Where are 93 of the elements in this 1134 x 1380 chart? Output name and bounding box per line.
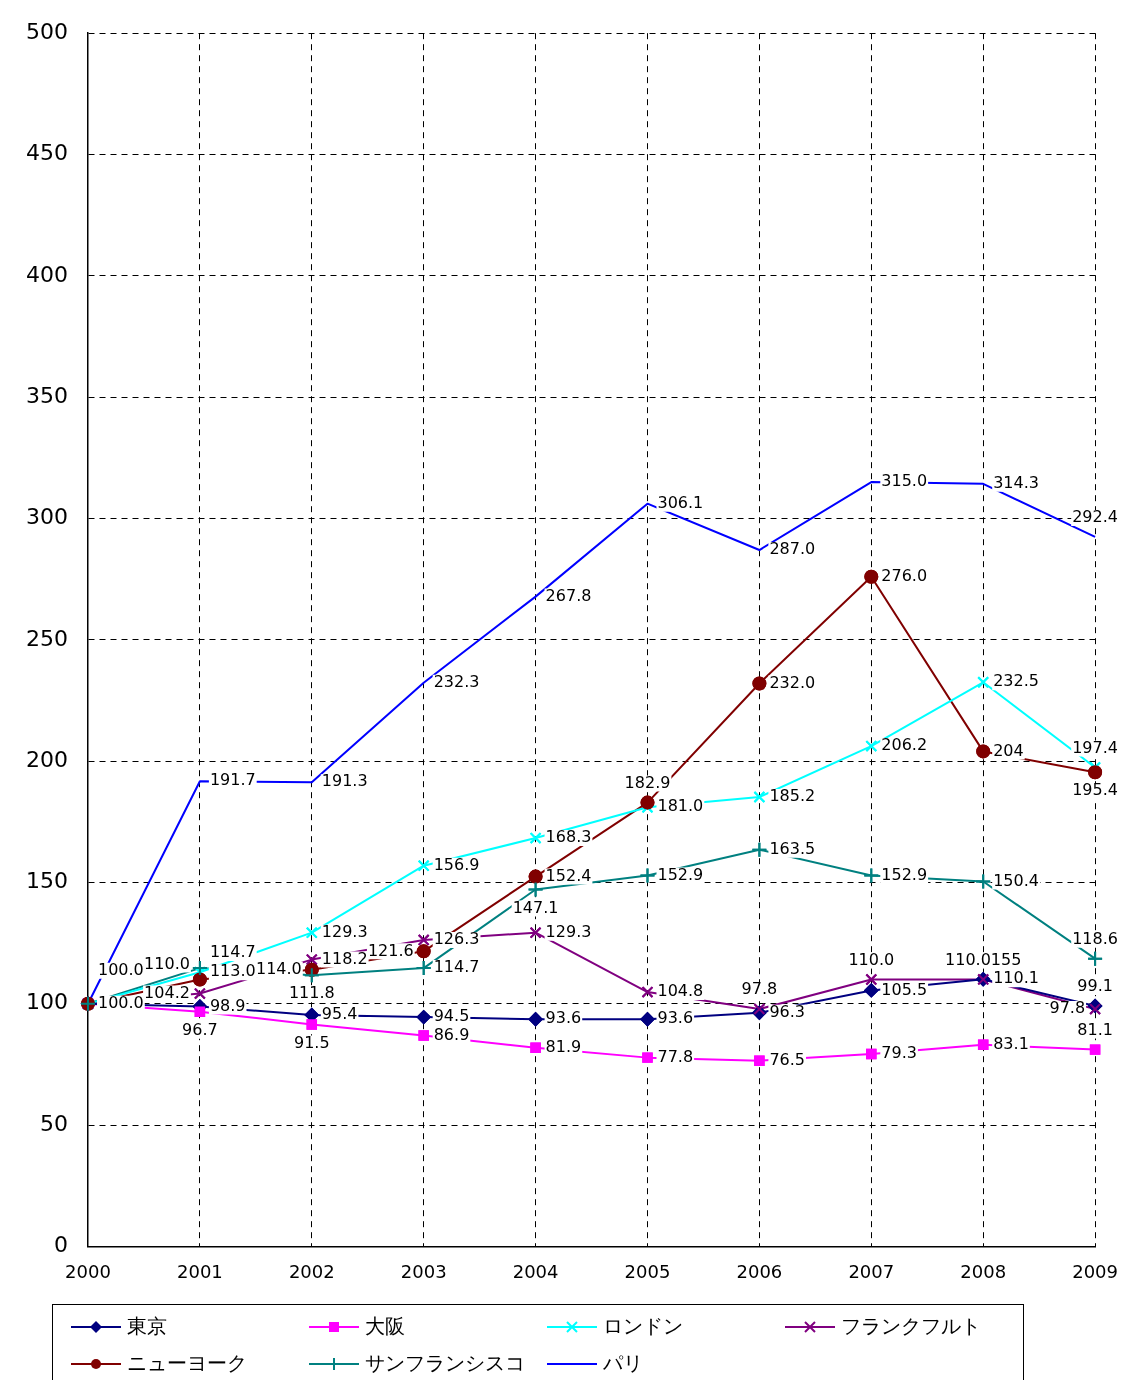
y-tick-label: 100 [25,989,68,1015]
data-label: 152.9 [657,864,704,884]
data-label: 96.3 [769,1001,806,1021]
data-label: 91.5 [293,1032,330,1052]
data-label: 96.7 [182,1019,218,1039]
data-label: 100.0 [97,959,144,979]
data-label: 152.9 [881,864,928,884]
data-label: 197.4 [1072,737,1119,757]
data-label: 152.4 [545,865,592,885]
x-tick-label: 2002 [288,1260,335,1282]
data-label: 98.9 [209,995,246,1015]
data-label: 232.5 [993,671,1040,691]
y-tick-label: 0 [53,1232,68,1258]
y-tick-label: 450 [25,140,68,166]
y-tick-label: 250 [25,625,68,651]
y-tick-label: 200 [25,746,68,772]
y-tick-label: 300 [25,504,68,530]
y-tick-label: 500 [25,18,68,44]
data-label: 163.5 [769,838,816,858]
data-label: 121.6 [367,940,414,960]
data-label: 150.4 [993,870,1040,890]
data-label: 93.6 [657,1008,694,1028]
x-tick-label: 2003 [400,1260,447,1282]
legend-label: サンフランシスコ [365,1350,525,1377]
x-tick-label: 2000 [65,1260,111,1282]
x-tick-label: 2004 [512,1260,559,1282]
x-tick-label: 2009 [1072,1260,1118,1282]
data-label: 114.7 [209,942,256,962]
data-label: 111.8 [288,983,335,1003]
data-label: 114.0 [255,958,302,978]
data-label: 232.0 [769,672,816,692]
data-label: 287.0 [769,539,816,559]
data-label: 83.1 [993,1033,1029,1053]
data-label: 182.9 [624,772,671,792]
data-label: 204 [993,740,1024,760]
data-label: 206.2 [881,735,928,755]
data-label: 99.1 [1077,976,1113,996]
data-label: 114.7 [433,957,480,977]
data-label: 129.3 [321,921,368,941]
data-label: 191.7 [209,770,256,790]
y-tick-label: 350 [25,382,68,408]
data-label: 76.5 [769,1049,806,1069]
data-label: 81.9 [545,1036,582,1056]
data-label: 129.3 [545,921,592,941]
data-label: 110.0155 [945,949,1022,969]
data-label: 185.2 [769,786,816,806]
legend-label: パリ [603,1350,643,1377]
data-label: 100.0 [97,992,144,1012]
legend-label: フランクフルト [841,1313,981,1340]
data-label: 118.6 [1072,928,1119,948]
data-label: 95.4 [321,1004,358,1024]
legend-label: ニューヨーク [127,1350,247,1377]
data-label: 126.3 [433,929,480,949]
x-tick-label: 2007 [848,1260,895,1282]
data-label: 195.4 [1072,780,1119,800]
data-label: 81.1 [1077,1019,1113,1039]
data-label: 315.0 [881,471,928,491]
x-tick-label: 2006 [736,1260,783,1282]
data-label: 147.1 [512,897,559,917]
data-label: 276.0 [881,565,928,585]
data-label: 168.3 [545,827,592,847]
legend-label: 大阪 [365,1313,405,1340]
data-label: 110.0 [848,949,895,969]
data-label: 97.8 [741,979,778,999]
data-label: 97.8 [1049,998,1086,1018]
data-label: 105.5 [881,979,928,999]
data-label: 118.2 [321,948,368,968]
data-label: 93.6 [545,1008,582,1028]
x-tick-label: 2008 [960,1260,1007,1282]
y-tick-label: 50 [39,1110,68,1136]
y-tick-label: 150 [25,868,68,894]
data-label: 232.3 [433,671,480,691]
data-label: 104.2 [144,982,190,1002]
data-label: 267.8 [545,585,592,605]
data-label: 86.9 [433,1024,470,1044]
data-label: 94.5 [433,1006,470,1026]
data-label: 110.1 [993,968,1040,988]
data-label: 306.1 [657,492,704,512]
data-label: 314.3 [993,472,1040,492]
data-label: 156.9 [433,854,480,874]
x-tick-label: 2001 [176,1260,223,1282]
data-label: 292.4 [1072,507,1119,527]
legend-label: ロンドン [603,1313,683,1340]
x-tick-label: 2005 [624,1260,671,1282]
legend-label: 東京 [127,1313,167,1340]
data-label: 113.0 [209,961,256,981]
data-label: 191.3 [321,771,368,791]
data-label: 104.8 [657,981,704,1001]
y-tick-label: 400 [25,261,68,287]
data-label: 79.3 [881,1043,917,1063]
data-label: 77.8 [657,1046,694,1066]
data-label: 181.0 [657,796,704,816]
data-label: 110.0 [144,953,190,973]
